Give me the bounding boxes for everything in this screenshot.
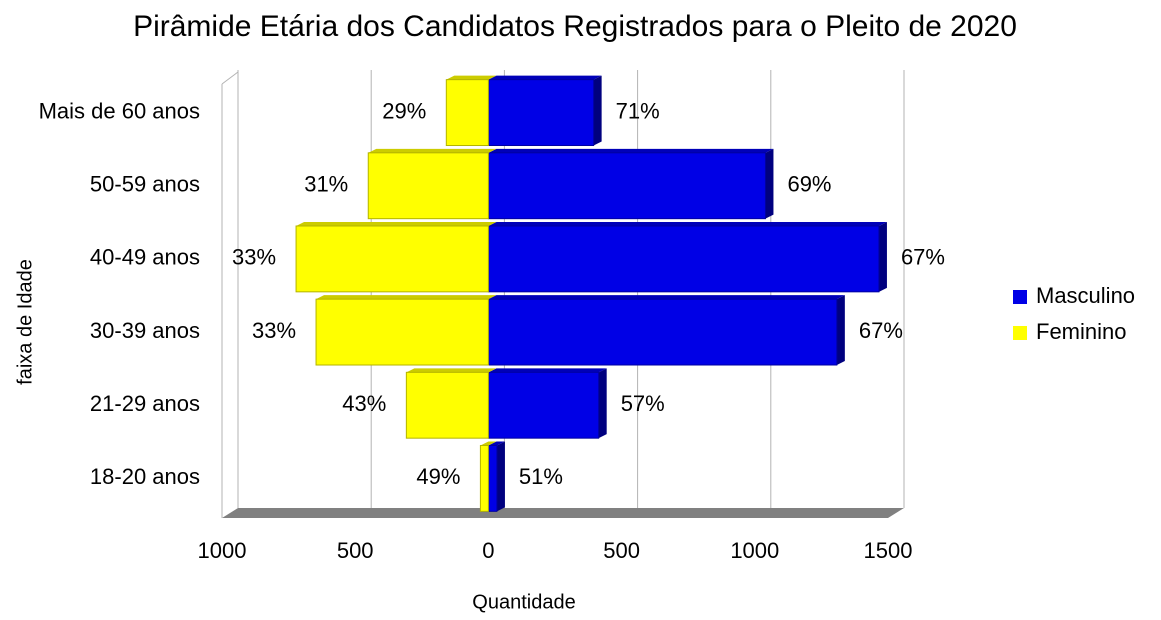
bar <box>479 444 489 512</box>
y-tick-label: 50-59 anos <box>90 172 200 197</box>
bar-top <box>406 368 497 373</box>
legend-swatch <box>1013 290 1027 304</box>
y-tick-label: 21-29 anos <box>90 391 200 416</box>
legend-label: Feminino <box>1036 319 1126 344</box>
share-label: 71% <box>616 98 660 123</box>
bar <box>487 298 838 366</box>
bar-side <box>836 295 845 366</box>
share-label: 67% <box>901 245 945 270</box>
bar <box>487 444 498 512</box>
x-axis-label: Quantidade <box>472 591 575 613</box>
y-tick-label: 30-39 anos <box>90 318 200 343</box>
bar-top <box>296 221 497 226</box>
y-tick-label: 18-20 anos <box>90 464 200 489</box>
bar <box>295 225 489 293</box>
y-tick-label: 40-49 anos <box>90 245 200 270</box>
y-axis-label: faixa de Idade <box>14 259 36 385</box>
bar <box>487 371 600 439</box>
x-tick-label: 1000 <box>730 538 779 563</box>
wall <box>221 71 239 85</box>
share-label: 31% <box>304 172 348 197</box>
bar-side <box>496 441 505 512</box>
bar <box>405 371 489 439</box>
bar-side <box>598 368 607 439</box>
bar <box>487 79 595 147</box>
bar-top <box>488 75 602 80</box>
x-tick-label: 0 <box>482 538 494 563</box>
share-label: 33% <box>252 318 296 343</box>
chart-title: Pirâmide Etária dos Candidatos Registrad… <box>133 10 1017 43</box>
share-label: 51% <box>519 464 563 489</box>
bar-top <box>368 148 497 153</box>
bar-side <box>878 221 887 292</box>
legend-label: Masculino <box>1036 283 1135 308</box>
x-tick-label: 1000 <box>198 538 247 563</box>
share-label: 29% <box>382 98 426 123</box>
bar-top <box>488 221 887 226</box>
bar-top <box>446 75 497 80</box>
share-label: 49% <box>416 464 460 489</box>
y-tick-label: Mais de 60 anos <box>39 98 200 123</box>
bar-top <box>488 368 607 373</box>
bar-top <box>316 295 497 300</box>
bar-top <box>480 441 497 446</box>
x-tick-label: 1500 <box>864 538 913 563</box>
share-label: 67% <box>859 318 903 343</box>
bar-top <box>488 148 774 153</box>
share-label: 69% <box>787 172 831 197</box>
bar <box>315 298 489 366</box>
share-label: 57% <box>621 391 665 416</box>
share-label: 33% <box>232 245 276 270</box>
bar <box>367 152 489 220</box>
floor <box>222 508 904 518</box>
share-label: 43% <box>342 391 386 416</box>
bar-top <box>488 441 505 446</box>
bar-side <box>765 148 774 219</box>
bar <box>445 79 489 147</box>
bar-top <box>488 295 845 300</box>
x-tick-label: 500 <box>337 538 374 563</box>
bar-side <box>593 75 602 146</box>
legend-swatch <box>1013 326 1027 340</box>
x-tick-label: 500 <box>603 538 640 563</box>
bar <box>487 225 880 293</box>
bar <box>487 152 766 220</box>
